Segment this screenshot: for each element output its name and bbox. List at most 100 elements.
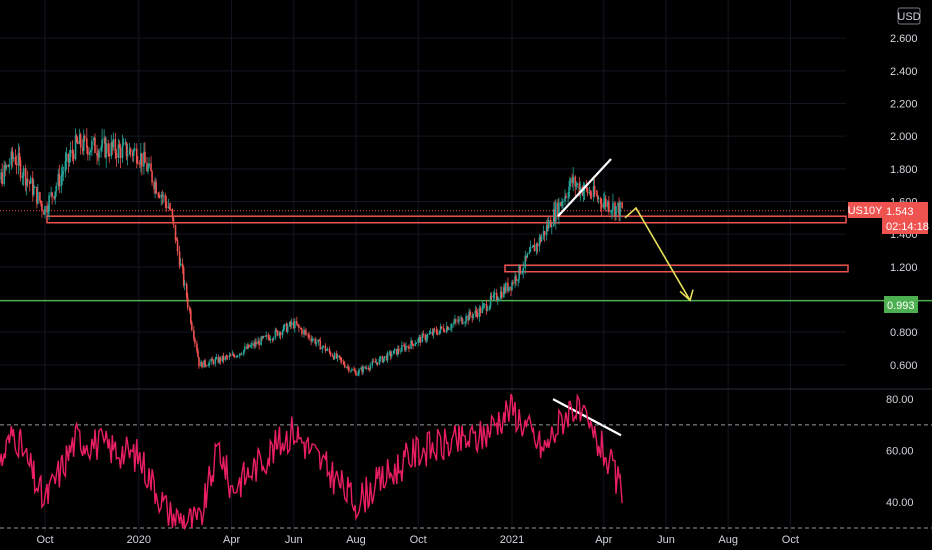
candle-body [532, 245, 535, 247]
candle-body [371, 361, 374, 366]
candle-body [285, 323, 288, 332]
candle-body [596, 195, 599, 200]
candle-body [57, 173, 60, 186]
candle-body [576, 183, 579, 185]
candle-body [201, 361, 203, 368]
candle-body [124, 142, 127, 144]
symbol-tag-label: US10Y [848, 205, 884, 217]
candle-body [425, 338, 428, 341]
candle-body [483, 303, 486, 305]
candle-body [450, 327, 452, 329]
time-tick-label: Oct [36, 534, 53, 546]
candle-body [319, 340, 322, 350]
candle-body [74, 135, 77, 160]
candle-body [243, 350, 245, 355]
candle-body [525, 255, 528, 258]
candle-body [50, 192, 52, 196]
candle-body [69, 149, 72, 158]
candle-body [467, 315, 469, 321]
candle-body [353, 369, 355, 371]
candle-body [112, 139, 115, 148]
last-price-tag[interactable] [882, 202, 928, 234]
candle-body [561, 202, 563, 206]
candle-body [396, 348, 399, 355]
resistance-zone[interactable] [504, 264, 849, 273]
candle-body [408, 346, 410, 349]
candle-body [47, 211, 49, 213]
candle-body [343, 364, 346, 368]
time-tick-label: 2021 [500, 534, 524, 546]
price-tick-label: 2.600 [890, 33, 918, 45]
candle-body [235, 355, 238, 358]
candle-body [355, 371, 357, 376]
candle-body [364, 366, 366, 369]
support-level-tag[interactable] [884, 296, 918, 313]
candle-body [211, 358, 214, 361]
candle-body [550, 226, 553, 228]
candle-body [221, 355, 224, 362]
candle-body [238, 353, 241, 356]
candle-body [335, 353, 338, 359]
candle-body [165, 201, 168, 208]
candle-body [338, 355, 341, 358]
candle-body [376, 362, 379, 365]
candle-body [447, 328, 450, 330]
candle-body [429, 331, 432, 334]
candle-body [132, 150, 135, 156]
candle-body [94, 137, 96, 153]
candle-body [592, 186, 595, 197]
candle-body [300, 327, 302, 330]
candle-body [479, 308, 482, 314]
candle-body [374, 361, 377, 363]
candle-body [239, 353, 242, 355]
price-trend-line[interactable] [557, 158, 612, 217]
candle-body [276, 330, 279, 336]
candle-body [298, 325, 300, 328]
candle-body [172, 217, 175, 225]
candle-body [446, 326, 449, 330]
candle-body [372, 361, 375, 363]
candle-body [350, 370, 352, 372]
candle-body [368, 369, 371, 370]
candle-body [474, 310, 477, 315]
candle-body [182, 267, 185, 285]
candle-body [454, 319, 456, 323]
candle-body [171, 209, 174, 218]
candle-body [72, 153, 75, 160]
candle-body [455, 319, 457, 321]
candle-body [131, 152, 134, 156]
candle-body [605, 198, 607, 207]
candle-body [307, 334, 309, 336]
candle-body [186, 297, 189, 308]
candle-body [208, 361, 210, 366]
candle-body [279, 332, 282, 336]
currency-badge-label: USD [897, 11, 920, 23]
candle-body [568, 186, 570, 197]
candle-body [58, 173, 61, 187]
candle-body [418, 336, 421, 339]
candle-body [150, 163, 152, 172]
candle-body [562, 201, 564, 203]
candle-body [318, 339, 321, 341]
candle-body [472, 314, 475, 318]
candle-body [565, 196, 567, 198]
candle-body [557, 202, 559, 217]
candle-body [378, 358, 381, 365]
candle-body [7, 165, 10, 167]
candle-body [46, 206, 48, 213]
resistance-zone[interactable] [46, 215, 847, 224]
candle-body [143, 151, 145, 167]
projection-arrow[interactable] [624, 206, 691, 301]
candle-body [105, 143, 107, 158]
candle-body [55, 185, 58, 192]
candle-body [388, 352, 391, 354]
candle-body [250, 345, 252, 348]
symbol-tag[interactable] [848, 202, 882, 218]
candle-body [348, 366, 350, 372]
candle-body [288, 322, 291, 327]
candle-body [496, 299, 499, 301]
candle-body [304, 330, 306, 332]
currency-badge[interactable] [897, 7, 921, 25]
candle-body [572, 176, 574, 184]
